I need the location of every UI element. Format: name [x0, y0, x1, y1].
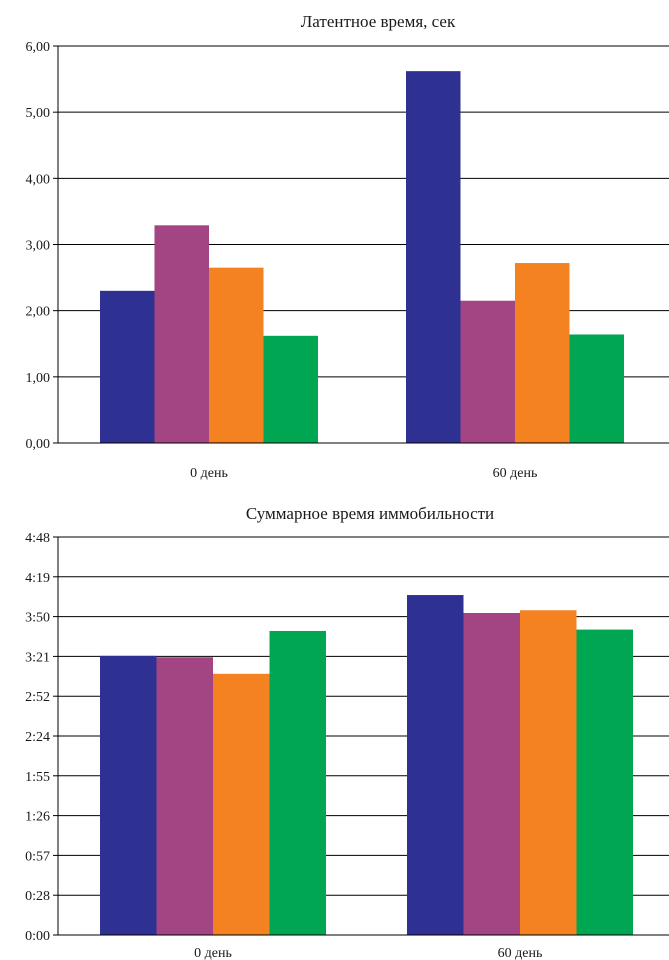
immobility-ytick-label: 4:48 [25, 531, 50, 546]
latency-ytick-label: 2,00 [26, 305, 51, 320]
latency-chart-title: Латентное время, сек [301, 12, 456, 31]
immobility-ytick-label: 1:26 [25, 810, 50, 825]
latency-ytick-label: 5,00 [26, 106, 51, 121]
latency-chart: Латентное время, сек 0,00 1,00 2,00 3,00 4,0… [26, 12, 669, 481]
immobility-ytick-label: 3:50 [25, 611, 50, 626]
latency-bar [569, 334, 624, 443]
latency-bar [460, 300, 515, 443]
immobility-bar [100, 655, 157, 935]
immobility-ytick-label: 0:00 [25, 929, 50, 944]
immobility-chart: Суммарное время иммобильности 0:00 0:28 0:… [25, 504, 669, 960]
latency-ytick-label: 4,00 [26, 172, 51, 187]
latency-bar [263, 335, 318, 443]
latency-category-label: 60 день [493, 466, 538, 481]
immobility-bar [213, 673, 270, 935]
latency-bar [100, 290, 155, 443]
immobility-category-label: 0 день [194, 946, 232, 960]
immobility-chart-title: Суммарное время иммобильности [246, 504, 494, 523]
latency-ytick-label: 3,00 [26, 239, 51, 254]
immobility-ytick-label: 3:21 [25, 650, 50, 665]
latency-ytick-label: 0,00 [26, 437, 51, 452]
immobility-ytick-label: 0:57 [25, 849, 50, 864]
immobility-bar [520, 610, 577, 935]
latency-ytick-label: 6,00 [26, 40, 51, 55]
latency-category-label: 0 день [190, 466, 228, 481]
immobility-ytick-label: 1:55 [25, 770, 50, 785]
latency-bar [406, 71, 461, 443]
immobility-bar [463, 613, 520, 935]
immobility-ytick-label: 0:28 [25, 889, 50, 904]
immobility-bar [576, 629, 633, 935]
immobility-ytick-label: 2:52 [25, 690, 50, 705]
latency-bar [515, 263, 570, 443]
latency-bar [154, 225, 209, 443]
latency-bar [209, 267, 264, 443]
immobility-bar [156, 657, 213, 935]
immobility-bar [407, 595, 464, 935]
immobility-ytick-label: 2:24 [25, 730, 50, 745]
immobility-ytick-label: 4:19 [25, 571, 50, 586]
immobility-category-label: 60 день [498, 946, 543, 960]
immobility-bar [269, 630, 326, 935]
latency-ytick-label: 1,00 [26, 371, 51, 386]
